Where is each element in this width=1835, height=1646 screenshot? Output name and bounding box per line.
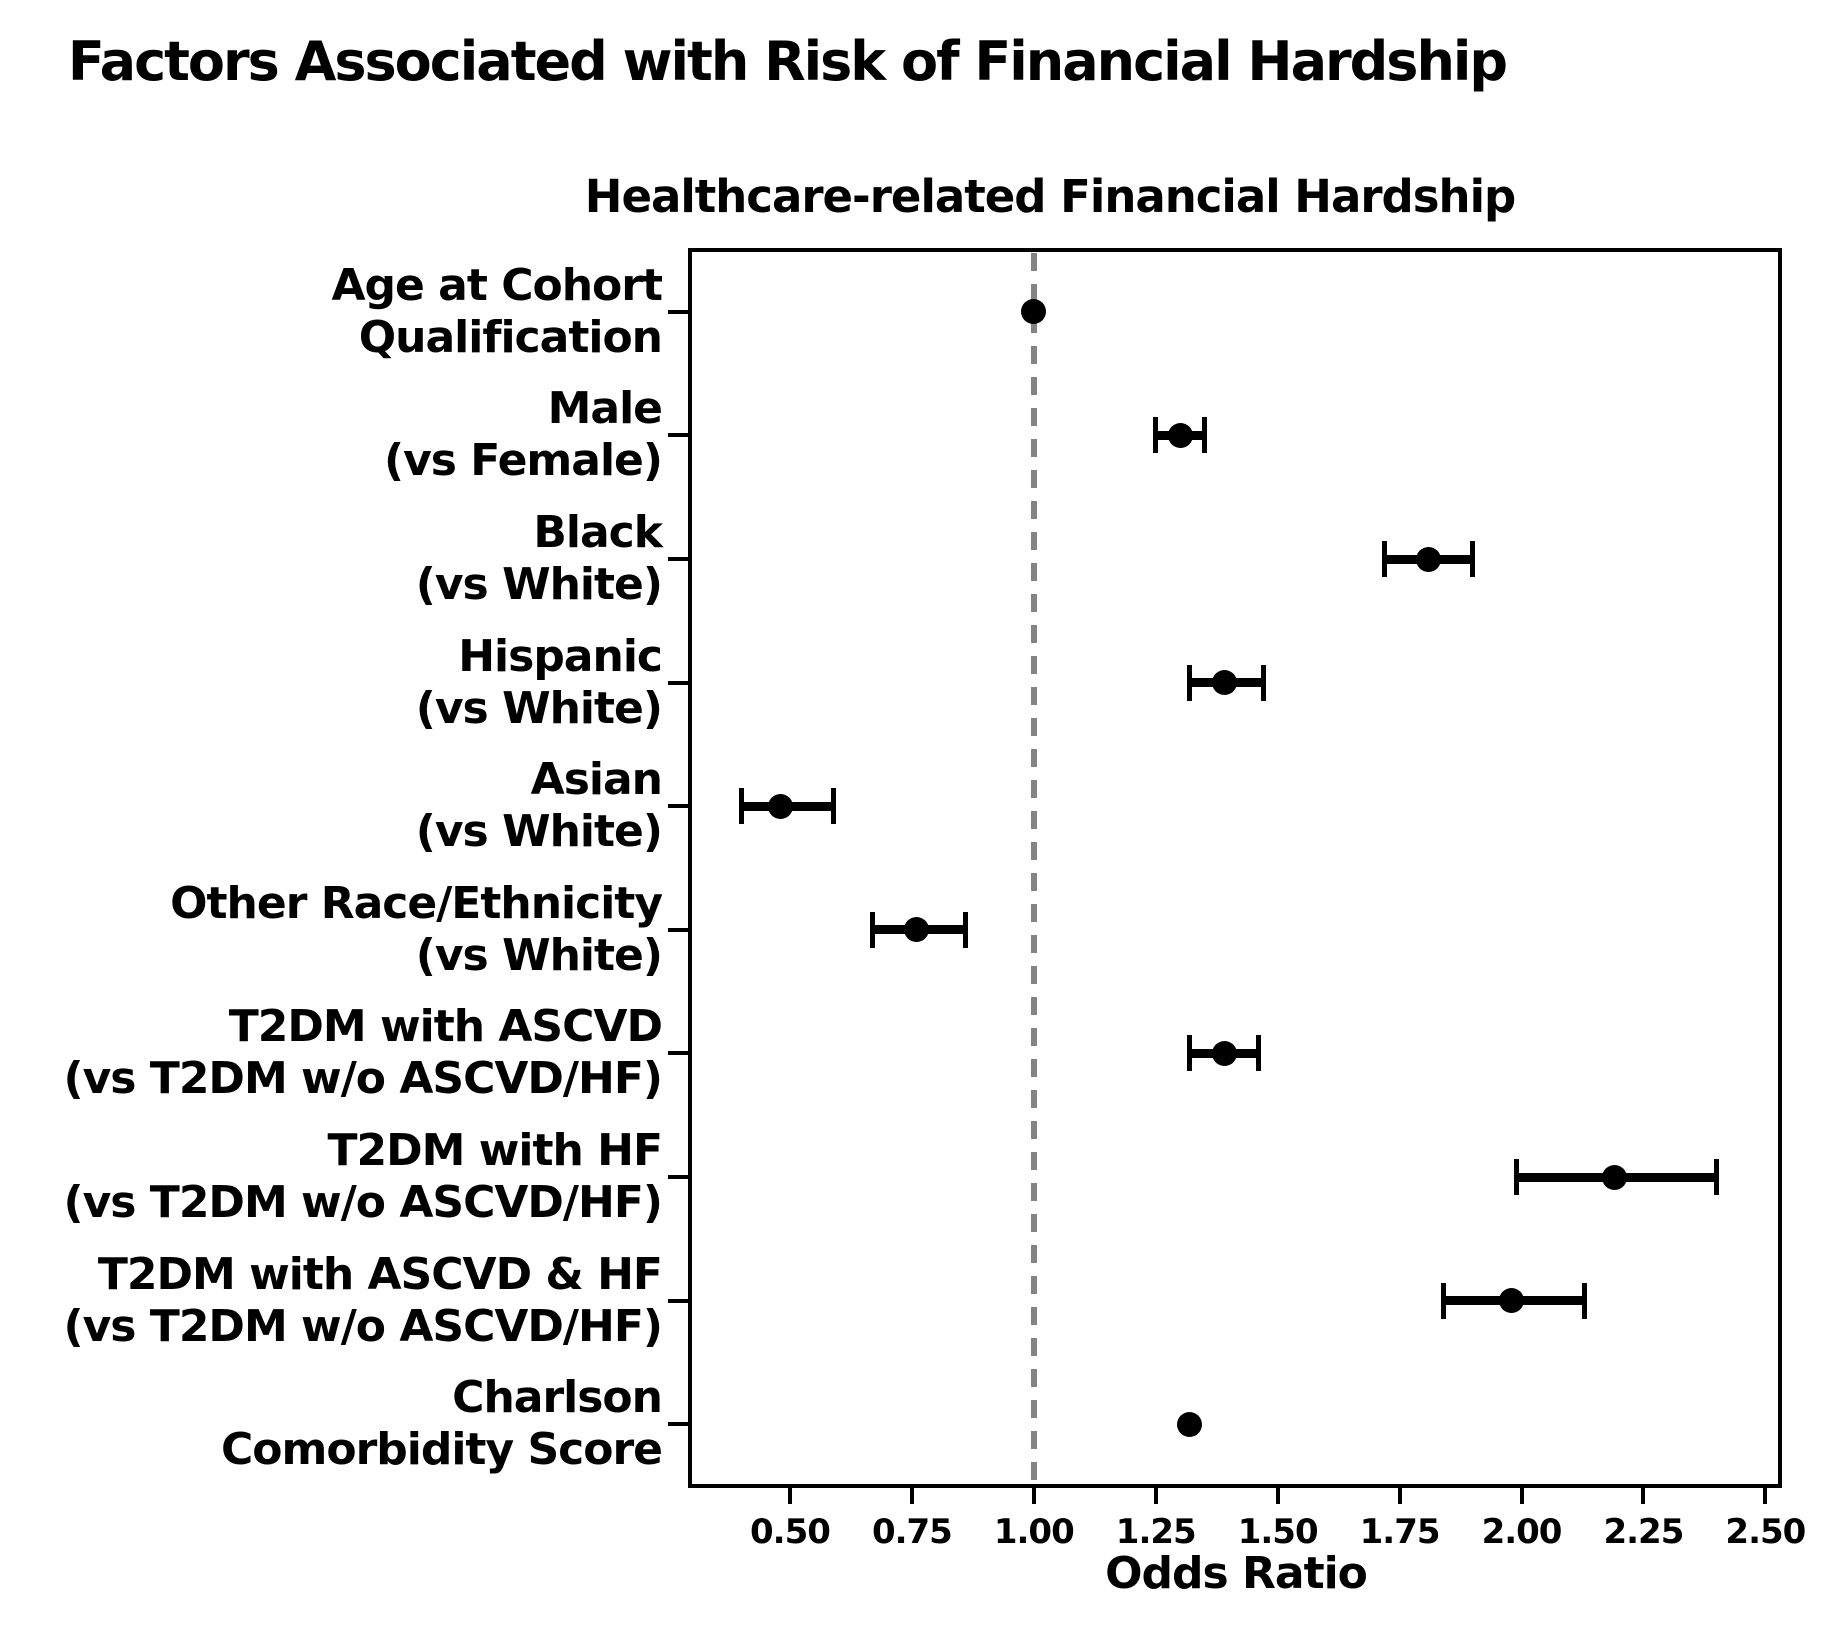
y-axis-tick	[668, 1051, 688, 1056]
x-tick-label: 1.00	[993, 1512, 1075, 1552]
x-axis-tick	[1763, 1486, 1768, 1504]
y-axis-tick	[668, 433, 688, 438]
error-bar-cap-low	[1153, 417, 1159, 454]
odds-ratio-marker	[1211, 670, 1237, 696]
y-category-label-line: Male	[547, 383, 663, 435]
y-category-label-line: Black	[533, 507, 663, 558]
y-category-label-line: (vs Female)	[384, 435, 663, 487]
y-category-label-line: (vs White)	[415, 559, 663, 610]
x-tick-label: 0.50	[750, 1512, 831, 1552]
x-axis-tick	[909, 1486, 914, 1504]
x-tick-label: 1.50	[1237, 1512, 1319, 1552]
y-category-label: Other Race/Ethnicity (vs White)	[0, 877, 663, 982]
y-category-label-line: Qualification	[358, 311, 663, 363]
y-category-label: T2DM with ASCVD & HF (vs T2DM w/o ASCVD/H…	[0, 1248, 664, 1353]
odds-ratio-marker	[1167, 422, 1193, 448]
x-tick-label: 2.00	[1481, 1512, 1563, 1552]
error-bar-cap-low	[1187, 1035, 1193, 1072]
x-tick-label: 1.75	[1359, 1512, 1441, 1552]
odds-ratio-marker	[1021, 299, 1047, 325]
y-category-label-line: Asian	[530, 754, 663, 806]
odds-ratio-marker	[1416, 546, 1442, 572]
y-category-label-line: T2DM with ASCVD	[228, 1001, 663, 1053]
y-category-label: Hispanic (vs White)	[0, 630, 663, 735]
odds-ratio-marker	[904, 917, 930, 943]
error-bar-cap-low	[1187, 664, 1193, 701]
odds-ratio-marker	[767, 793, 793, 819]
error-bar-cap-high	[1202, 417, 1208, 454]
x-axis-label: Odds Ratio	[1105, 1548, 1368, 1599]
y-axis-tick	[668, 309, 688, 314]
error-bar-cap-low	[1514, 1159, 1520, 1195]
odds-ratio-marker	[1601, 1164, 1627, 1190]
x-tick-label: 2.50	[1725, 1512, 1806, 1552]
y-category-label-line: Comorbidity Score	[220, 1424, 663, 1476]
y-category-label: Black (vs White)	[0, 507, 663, 611]
y-category-label: Charlson Comorbidity Score	[0, 1372, 663, 1476]
x-tick-label: 0.75	[871, 1512, 953, 1552]
y-axis-tick	[668, 1175, 688, 1179]
x-axis-tick	[1031, 1486, 1036, 1504]
error-bar-cap-high	[1255, 1035, 1261, 1072]
y-axis-tick	[668, 557, 688, 561]
error-bar-cap-high	[1260, 664, 1266, 701]
y-category-label: T2DM with ASCVD (vs T2DM w/o ASCVD/HF)	[0, 1001, 664, 1105]
x-axis-tick	[787, 1486, 792, 1504]
y-category-label: Age at Cohort Qualification	[0, 259, 663, 364]
odds-ratio-marker	[1499, 1288, 1525, 1314]
y-category-label-line: (vs T2DM w/o ASCVD/HF)	[63, 1053, 664, 1105]
y-axis-tick	[668, 927, 688, 932]
y-category-label-line: (vs T2DM w/o ASCVD/HF)	[63, 1177, 664, 1228]
y-axis-tick	[668, 804, 688, 809]
error-bar-cap-high	[1470, 541, 1476, 577]
y-axis-tick	[668, 680, 688, 685]
error-bar-cap-high	[1714, 1159, 1720, 1195]
error-bar-cap-low	[1440, 1282, 1446, 1319]
y-category-label-line: Other Race/Ethnicity	[170, 877, 663, 929]
y-category-label: Asian (vs White)	[0, 754, 663, 858]
error-bar-cap-low	[738, 788, 744, 825]
x-axis-tick	[1153, 1486, 1158, 1504]
y-axis-tick	[668, 1298, 688, 1303]
x-axis-tick	[1519, 1486, 1524, 1504]
error-bar-cap-low	[1382, 541, 1388, 577]
figure-title: Factors Associated with Risk of Financia…	[67, 30, 1508, 93]
y-category-label-line: (vs White)	[415, 929, 663, 981]
y-axis-tick	[668, 1422, 688, 1427]
error-bar-cap-low	[870, 911, 876, 948]
y-category-label-line: (vs T2DM w/o ASCVD/HF)	[63, 1300, 664, 1352]
error-bar-cap-high	[1582, 1282, 1588, 1319]
y-category-label: Male (vs Female)	[0, 383, 663, 487]
x-axis-tick	[1275, 1486, 1280, 1504]
axes-title: Healthcare-related Financial Hardship	[584, 170, 1516, 223]
error-bar-cap-high	[963, 911, 969, 948]
y-category-label-line: T2DM with HF	[327, 1125, 663, 1176]
odds-ratio-marker	[1211, 1040, 1237, 1066]
y-category-label-line: (vs White)	[415, 682, 663, 734]
error-bar-cap-high	[831, 788, 837, 825]
odds-ratio-marker	[1177, 1411, 1203, 1437]
y-category-label-line: Age at Cohort	[331, 259, 663, 311]
y-category-label: T2DM with HF (vs T2DM w/o ASCVD/HF)	[0, 1125, 664, 1229]
x-tick-label: 2.25	[1603, 1512, 1684, 1552]
x-tick-label: 1.25	[1115, 1512, 1197, 1552]
y-category-label-line: Charlson	[452, 1372, 663, 1424]
plot-area	[688, 248, 1782, 1488]
y-category-label-line: T2DM with ASCVD & HF	[97, 1248, 663, 1300]
reference-line-or-1	[1030, 253, 1037, 1483]
x-axis-tick	[1641, 1486, 1646, 1504]
y-category-label-line: (vs White)	[415, 806, 663, 858]
y-category-label-line: Hispanic	[458, 630, 663, 682]
x-axis-tick	[1397, 1486, 1402, 1504]
